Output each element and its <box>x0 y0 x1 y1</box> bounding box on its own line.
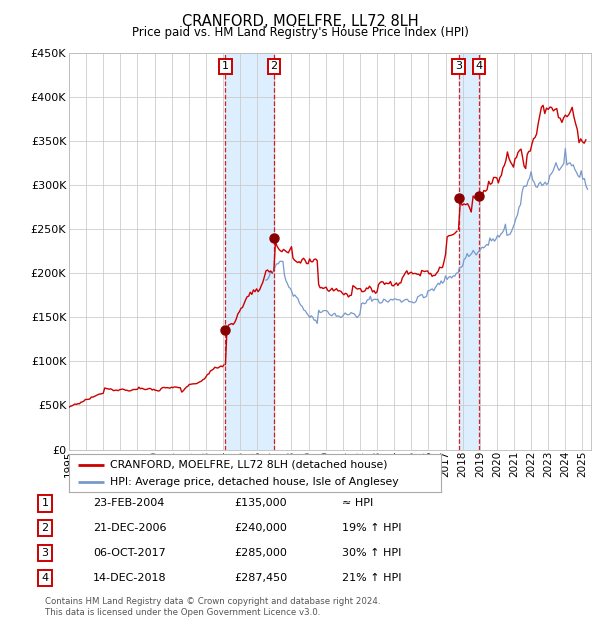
Text: HPI: Average price, detached house, Isle of Anglesey: HPI: Average price, detached house, Isle… <box>110 477 398 487</box>
Text: 19% ↑ HPI: 19% ↑ HPI <box>342 523 401 533</box>
Text: ≈ HPI: ≈ HPI <box>342 498 373 508</box>
Text: 1: 1 <box>222 61 229 71</box>
Text: 23-FEB-2004: 23-FEB-2004 <box>93 498 164 508</box>
Text: £285,000: £285,000 <box>234 548 287 558</box>
Text: 21-DEC-2006: 21-DEC-2006 <box>93 523 167 533</box>
Text: 4: 4 <box>41 573 49 583</box>
Text: 3: 3 <box>455 61 462 71</box>
Text: Price paid vs. HM Land Registry's House Price Index (HPI): Price paid vs. HM Land Registry's House … <box>131 26 469 39</box>
Text: 30% ↑ HPI: 30% ↑ HPI <box>342 548 401 558</box>
Text: 14-DEC-2018: 14-DEC-2018 <box>93 573 167 583</box>
Text: CRANFORD, MOELFRE, LL72 8LH: CRANFORD, MOELFRE, LL72 8LH <box>182 14 418 29</box>
Text: 2: 2 <box>271 61 277 71</box>
Text: CRANFORD, MOELFRE, LL72 8LH (detached house): CRANFORD, MOELFRE, LL72 8LH (detached ho… <box>110 459 388 469</box>
Bar <box>458 53 479 450</box>
Text: 21% ↑ HPI: 21% ↑ HPI <box>342 573 401 583</box>
Text: 3: 3 <box>41 548 49 558</box>
Bar <box>226 53 274 450</box>
Text: 1: 1 <box>41 498 49 508</box>
Text: £240,000: £240,000 <box>234 523 287 533</box>
Text: 06-OCT-2017: 06-OCT-2017 <box>93 548 166 558</box>
Text: £135,000: £135,000 <box>234 498 287 508</box>
Text: Contains HM Land Registry data © Crown copyright and database right 2024.
This d: Contains HM Land Registry data © Crown c… <box>45 598 380 617</box>
Text: 2: 2 <box>41 523 49 533</box>
Text: £287,450: £287,450 <box>234 573 287 583</box>
Text: 4: 4 <box>475 61 482 71</box>
